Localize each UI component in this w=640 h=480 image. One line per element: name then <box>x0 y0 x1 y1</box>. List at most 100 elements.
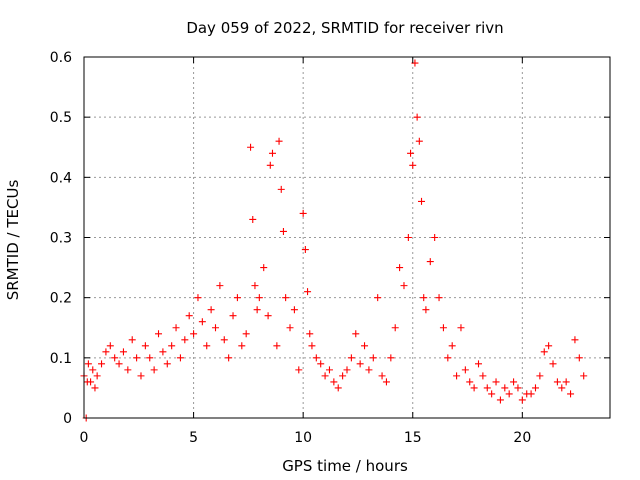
data-point <box>255 294 263 302</box>
data-point <box>422 306 430 314</box>
data-point <box>361 342 369 350</box>
data-point <box>505 390 513 398</box>
data-point <box>501 384 509 392</box>
data-point <box>203 342 211 350</box>
data-point <box>273 342 281 350</box>
data-point <box>558 384 566 392</box>
data-point <box>128 336 136 344</box>
data-point <box>545 342 553 350</box>
data-point <box>510 378 518 386</box>
data-point <box>207 306 215 314</box>
data-point <box>448 342 456 350</box>
data-point <box>290 306 298 314</box>
y-axis-label: SRMTID / TECUs <box>4 180 22 301</box>
data-point <box>279 227 287 235</box>
data-point <box>299 209 307 217</box>
y-tick-label: 0.2 <box>50 291 72 307</box>
data-point <box>185 312 193 320</box>
data-point <box>98 360 106 368</box>
data-point <box>407 149 415 157</box>
data-point <box>251 282 259 290</box>
data-point <box>91 384 99 392</box>
data-point <box>304 288 312 296</box>
data-point <box>496 396 504 404</box>
data-point <box>321 372 329 380</box>
data-point <box>567 390 575 398</box>
data-point <box>435 294 443 302</box>
data-point <box>400 282 408 290</box>
data-point <box>409 161 417 169</box>
data-point <box>168 342 176 350</box>
data-point <box>330 378 338 386</box>
data-point <box>190 330 198 338</box>
data-point <box>141 342 149 350</box>
data-point <box>453 372 461 380</box>
y-tick-label: 0 <box>63 411 72 427</box>
data-point <box>444 354 452 362</box>
data-point <box>418 197 426 205</box>
x-tick-label: 5 <box>189 430 198 446</box>
data-point <box>461 366 469 374</box>
data-point <box>282 294 290 302</box>
data-point <box>404 234 412 241</box>
data-point <box>514 384 522 392</box>
data-point <box>163 360 171 368</box>
data-point <box>540 348 548 356</box>
data-point <box>518 396 526 404</box>
data-point <box>308 342 316 350</box>
data-point <box>172 324 180 332</box>
data-point <box>306 330 314 338</box>
y-tick-label: 0.5 <box>50 110 72 126</box>
data-point <box>575 354 583 362</box>
data-point <box>198 318 206 326</box>
data-point <box>426 258 434 266</box>
data-point <box>391 324 399 332</box>
data-point <box>93 372 101 380</box>
data-point <box>119 348 127 356</box>
data-point <box>369 354 377 362</box>
data-point <box>194 294 202 302</box>
data-point <box>413 113 421 121</box>
data-point <box>536 372 544 380</box>
data-point <box>365 366 373 374</box>
data-point <box>102 348 110 356</box>
data-point <box>87 378 95 386</box>
data-point <box>312 354 320 362</box>
data-point <box>387 354 395 362</box>
grid <box>84 57 610 418</box>
y-tick-label: 0.3 <box>50 231 72 247</box>
x-axis-label: GPS time / hours <box>282 457 408 475</box>
data-point <box>106 342 114 350</box>
data-point <box>225 354 233 362</box>
data-point <box>266 161 274 169</box>
y-tick-label: 0.6 <box>50 50 72 66</box>
y-tick-label: 0.1 <box>50 351 72 367</box>
x-tick-label: 15 <box>404 430 422 446</box>
data-point <box>549 360 557 368</box>
data-point <box>277 185 285 193</box>
data-point <box>159 348 167 356</box>
y-tick-label: 0.4 <box>50 170 72 186</box>
data-point <box>571 336 579 344</box>
data-point <box>115 360 123 368</box>
data-point <box>378 372 386 380</box>
data-point <box>483 384 491 392</box>
axis-ticks: 0 0.1 0.2 0.3 0.4 0.5 0.6 0 5 10 15 20 <box>50 50 610 446</box>
data-point <box>220 336 228 344</box>
data-point <box>479 372 487 380</box>
x-tick-label: 10 <box>294 430 312 446</box>
data-point <box>238 342 246 350</box>
data-point <box>249 215 257 223</box>
data-point <box>229 312 237 320</box>
data-point <box>150 366 158 374</box>
data-point <box>124 366 132 374</box>
data-point <box>334 384 342 392</box>
data-point <box>275 137 283 145</box>
data-point <box>396 264 404 272</box>
data-points <box>80 59 588 422</box>
data-point <box>339 372 347 380</box>
data-point <box>155 330 163 338</box>
data-point <box>260 264 268 272</box>
